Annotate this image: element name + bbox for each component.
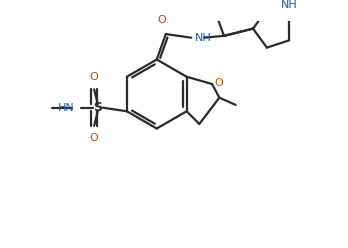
- Text: HN: HN: [57, 103, 74, 113]
- Text: O: O: [90, 72, 98, 82]
- Text: O: O: [157, 15, 166, 25]
- Text: O: O: [90, 133, 98, 143]
- Text: NH: NH: [195, 33, 212, 43]
- Text: NH: NH: [281, 0, 298, 10]
- Text: O: O: [214, 78, 223, 88]
- Text: S: S: [93, 101, 102, 114]
